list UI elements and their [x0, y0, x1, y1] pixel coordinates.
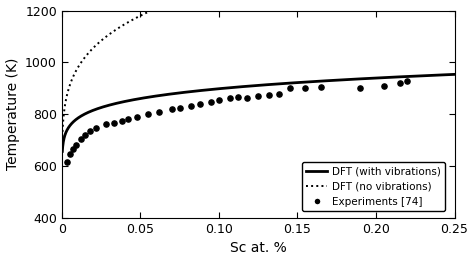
Point: [110, 121, 118, 125]
Point: [243, 96, 251, 100]
Point: [187, 104, 194, 108]
Point: [275, 91, 283, 96]
Point: [134, 115, 141, 119]
Point: [356, 86, 364, 91]
Point: [77, 137, 84, 141]
Point: [92, 126, 100, 130]
Point: [215, 97, 223, 102]
X-axis label: Sc at. %: Sc at. %: [230, 241, 287, 256]
Point: [380, 84, 388, 88]
Point: [265, 93, 273, 97]
Legend: DFT (with vibrations), DFT (no vibrations), Experiments [74]: DFT (with vibrations), DFT (no vibration…: [302, 162, 446, 211]
Point: [69, 147, 77, 151]
Point: [72, 143, 80, 147]
Point: [168, 107, 175, 111]
Point: [63, 160, 70, 164]
Point: [255, 94, 262, 98]
Point: [234, 95, 242, 99]
Y-axis label: Temperature (K): Temperature (K): [6, 58, 19, 170]
Point: [176, 106, 183, 110]
Point: [86, 129, 94, 133]
Point: [207, 100, 215, 104]
Point: [82, 133, 89, 137]
Point: [403, 79, 411, 83]
Point: [155, 110, 163, 114]
Point: [301, 86, 309, 91]
Point: [124, 117, 132, 122]
Point: [102, 122, 109, 126]
Point: [196, 102, 204, 106]
Point: [317, 85, 325, 89]
Point: [286, 86, 293, 91]
Point: [226, 96, 234, 100]
Point: [396, 81, 403, 85]
Point: [118, 119, 125, 123]
Point: [145, 112, 152, 116]
Point: [66, 152, 73, 157]
